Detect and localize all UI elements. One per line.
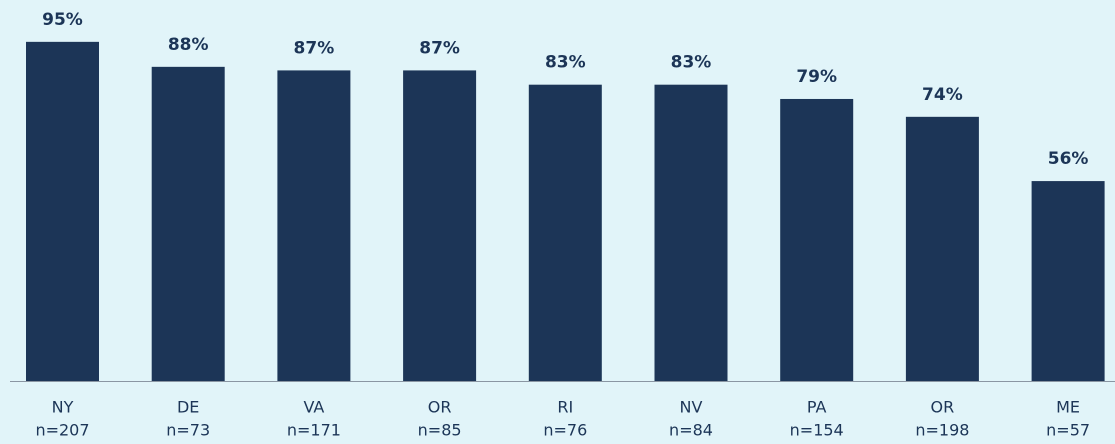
sample-size-label: n=171 [287, 421, 341, 440]
x-tick-label: NV [680, 398, 703, 417]
x-tick-label: RI [557, 398, 573, 417]
sample-size-label: n=73 [166, 421, 210, 440]
value-label: 79% [796, 67, 837, 87]
x-tick-label: NY [52, 398, 74, 417]
bar [654, 84, 728, 381]
x-tick-label: OR [931, 398, 955, 417]
value-label: 87% [294, 38, 335, 58]
x-tick-label: PA [807, 398, 827, 417]
sample-size-label: n=85 [418, 421, 462, 440]
sample-size-label: n=154 [790, 421, 844, 440]
bar [905, 116, 979, 381]
bar [151, 66, 225, 381]
sample-size-label: n=198 [915, 421, 969, 440]
sample-size-label: n=76 [543, 421, 587, 440]
bar [403, 70, 477, 381]
sample-size-label: n=57 [1046, 421, 1090, 440]
sample-size-label: n=207 [35, 421, 89, 440]
x-tick-label: VA [303, 398, 324, 417]
value-label: 87% [419, 38, 460, 58]
value-label: 83% [671, 53, 712, 73]
bar [780, 98, 854, 381]
x-tick-label: OR [428, 398, 452, 417]
bar [1031, 181, 1105, 381]
sample-size-label: n=84 [669, 421, 713, 440]
x-tick-label: ME [1056, 398, 1080, 417]
value-label: 95% [42, 10, 83, 30]
bar [277, 70, 351, 381]
x-tick-label: DE [177, 398, 199, 417]
value-label: 83% [545, 53, 586, 73]
value-label: 88% [168, 35, 209, 55]
value-label: 74% [922, 85, 963, 105]
value-label: 56% [1048, 149, 1089, 169]
bar [528, 84, 602, 381]
bar [26, 41, 99, 381]
